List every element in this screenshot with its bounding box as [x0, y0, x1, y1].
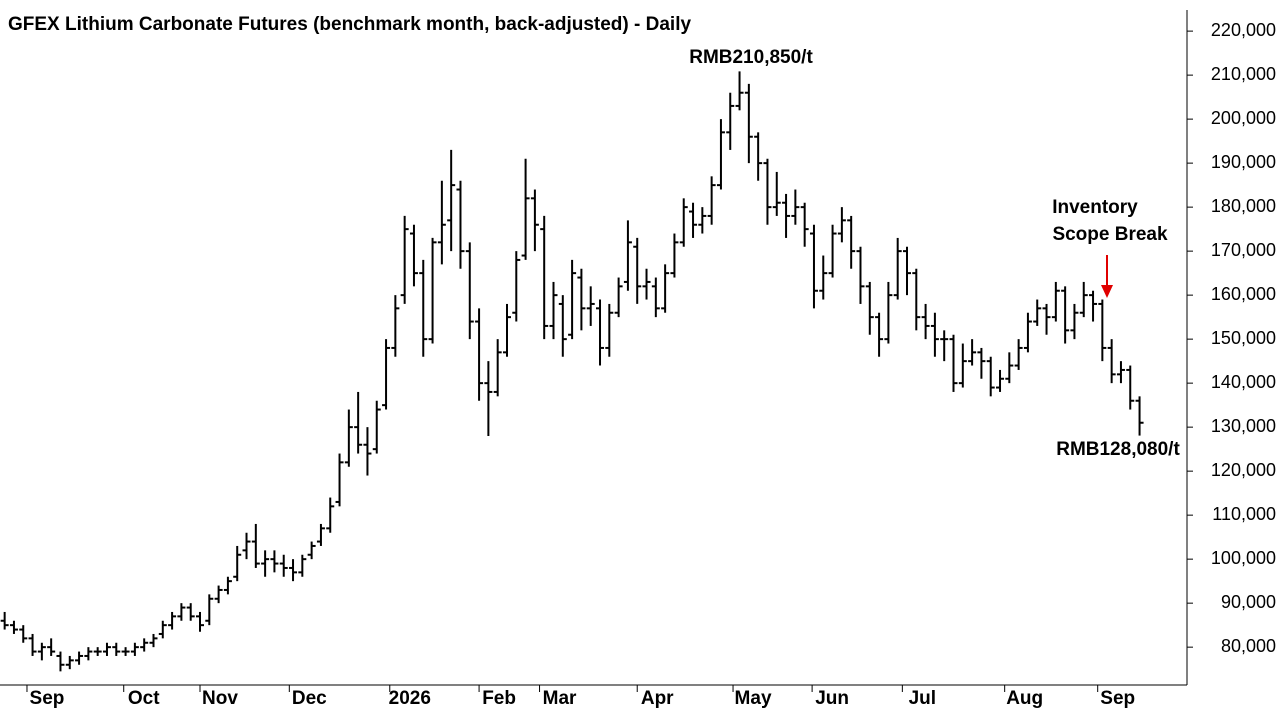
x-tick-label: Sep: [1100, 688, 1135, 709]
annotation: RMB210,850/t: [689, 47, 813, 68]
x-tick-label: 2026: [389, 688, 431, 709]
annotation: Inventory: [1052, 197, 1138, 218]
x-tick-label: Oct: [128, 688, 160, 709]
arrow-head: [1101, 285, 1113, 298]
y-tick-label: 210,000: [1211, 64, 1276, 84]
y-tick-label: 80,000: [1221, 636, 1276, 656]
x-tick-label: Sep: [30, 688, 65, 709]
y-tick-label: 190,000: [1211, 152, 1276, 172]
chart-title: GFEX Lithium Carbonate Futures (benchmar…: [8, 14, 691, 35]
x-tick-label: Apr: [641, 688, 674, 709]
x-tick-label: Mar: [543, 688, 577, 709]
x-tick-label: Jun: [815, 688, 849, 709]
x-tick-label: Feb: [482, 688, 516, 709]
y-tick-label: 140,000: [1211, 372, 1276, 392]
x-tick-label: Jul: [909, 688, 936, 709]
y-tick-label: 200,000: [1211, 108, 1276, 128]
y-tick-label: 130,000: [1211, 416, 1276, 436]
y-tick-label: 100,000: [1211, 548, 1276, 568]
y-tick-label: 120,000: [1211, 460, 1276, 480]
annotation: Scope Break: [1052, 224, 1168, 245]
y-tick-label: 160,000: [1211, 284, 1276, 304]
y-tick-label: 220,000: [1211, 20, 1276, 40]
x-tick-label: Aug: [1006, 688, 1043, 709]
y-tick-label: 150,000: [1211, 328, 1276, 348]
x-tick-label: May: [735, 688, 772, 709]
x-tick-label: Dec: [292, 688, 327, 709]
y-tick-label: 180,000: [1211, 196, 1276, 216]
y-tick-label: 170,000: [1211, 240, 1276, 260]
y-tick-label: 110,000: [1212, 504, 1276, 524]
x-tick-label: Nov: [202, 688, 238, 709]
annotation: RMB128,080/t: [1056, 439, 1180, 460]
y-tick-label: 90,000: [1221, 592, 1276, 612]
